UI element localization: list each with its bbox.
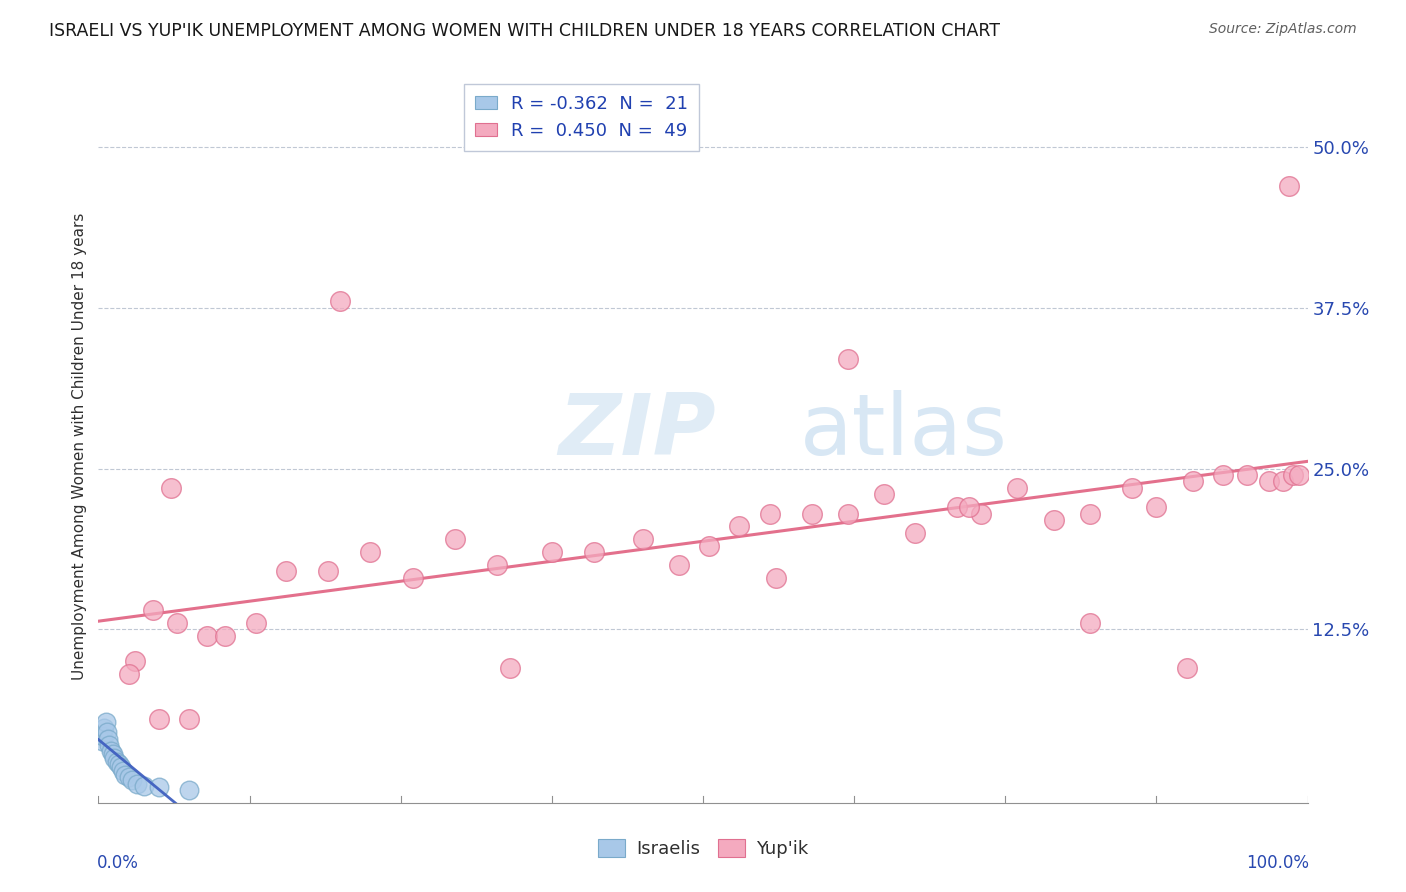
Point	[1282, 467, 1305, 482]
Point	[486, 558, 509, 572]
Point	[800, 507, 823, 521]
Point	[970, 507, 993, 521]
Point	[118, 667, 141, 681]
Legend: Israelis, Yup'ik: Israelis, Yup'ik	[591, 831, 815, 865]
Point	[946, 500, 969, 514]
Point	[1007, 481, 1029, 495]
Point	[93, 721, 115, 735]
Point	[837, 507, 859, 521]
Text: ZIP: ZIP	[558, 390, 716, 474]
Point	[274, 565, 297, 579]
Point	[96, 725, 118, 739]
Point	[957, 500, 980, 514]
Point	[179, 712, 201, 726]
Point	[97, 731, 120, 746]
Point	[101, 747, 124, 761]
Point	[765, 571, 787, 585]
Point	[631, 533, 654, 547]
Point	[1042, 513, 1064, 527]
Point	[498, 661, 520, 675]
Point	[142, 603, 165, 617]
Point	[94, 714, 117, 729]
Point	[91, 729, 114, 743]
Point	[105, 755, 128, 769]
Point	[1078, 615, 1101, 630]
Point	[121, 772, 143, 787]
Point	[697, 539, 720, 553]
Point	[1146, 500, 1168, 514]
Text: ISRAELI VS YUP'IK UNEMPLOYMENT AMONG WOMEN WITH CHILDREN UNDER 18 YEARS CORRELAT: ISRAELI VS YUP'IK UNEMPLOYMENT AMONG WOM…	[49, 22, 1000, 40]
Point	[134, 779, 156, 793]
Point	[195, 629, 218, 643]
Text: Source: ZipAtlas.com: Source: ZipAtlas.com	[1209, 22, 1357, 37]
Point	[728, 519, 751, 533]
Point	[245, 615, 267, 630]
Point	[758, 507, 780, 521]
Point	[329, 294, 352, 309]
Point	[402, 571, 425, 585]
Point	[668, 558, 690, 572]
Point	[873, 487, 896, 501]
Point	[1236, 467, 1258, 482]
Point	[179, 783, 201, 797]
Point	[100, 744, 122, 758]
Point	[1212, 467, 1234, 482]
Point	[583, 545, 606, 559]
Text: 100.0%: 100.0%	[1246, 855, 1309, 872]
Point	[214, 629, 236, 643]
Point	[360, 545, 382, 559]
Point	[148, 712, 170, 726]
Point	[108, 757, 131, 772]
Point	[148, 780, 170, 795]
Point	[1181, 475, 1204, 489]
Point	[160, 481, 183, 495]
Point	[91, 734, 114, 748]
Point	[111, 764, 134, 778]
Point	[1121, 481, 1143, 495]
Point	[444, 533, 467, 547]
Point	[166, 615, 188, 630]
Point	[316, 565, 339, 579]
Point	[118, 770, 141, 784]
Point	[1278, 178, 1301, 193]
Point	[1272, 475, 1295, 489]
Point	[103, 751, 125, 765]
Point	[904, 525, 927, 540]
Point	[540, 545, 562, 559]
Point	[837, 352, 859, 367]
Point	[124, 654, 146, 668]
Point	[1288, 467, 1310, 482]
Point	[1257, 475, 1279, 489]
Point	[110, 760, 132, 774]
Point	[114, 767, 136, 781]
Text: atlas: atlas	[800, 390, 1008, 474]
Y-axis label: Unemployment Among Women with Children Under 18 years: Unemployment Among Women with Children U…	[72, 212, 87, 680]
Point	[127, 776, 149, 790]
Point	[98, 738, 121, 752]
Point	[1175, 661, 1198, 675]
Point	[1078, 507, 1101, 521]
Text: 0.0%: 0.0%	[97, 855, 139, 872]
